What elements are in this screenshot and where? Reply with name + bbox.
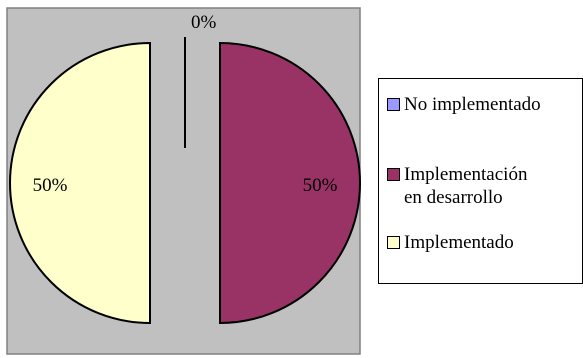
legend-item-no-implementado: No implementado [387, 93, 541, 116]
legend: No implementado Implementación en desarr… [378, 78, 583, 284]
data-label: 50% [33, 175, 68, 196]
legend-swatch-implementacion-en-desarrollo [387, 168, 400, 181]
legend-item-implementado: Implementado [387, 231, 514, 254]
legend-label: Implementación en desarrollo [404, 164, 528, 208]
legend-swatch-no-implementado [387, 98, 400, 111]
legend-label: No implementado [404, 94, 541, 115]
data-label: 0% [191, 12, 217, 33]
legend-swatch-implementado [387, 236, 400, 249]
slice-implementacion-en-desarrollo [219, 41, 361, 325]
legend-label: Implementado [404, 232, 514, 253]
data-label: 50% [303, 175, 338, 196]
slice-implementado [9, 41, 151, 325]
legend-item-implementacion-en-desarrollo: Implementación en desarrollo [387, 163, 527, 209]
